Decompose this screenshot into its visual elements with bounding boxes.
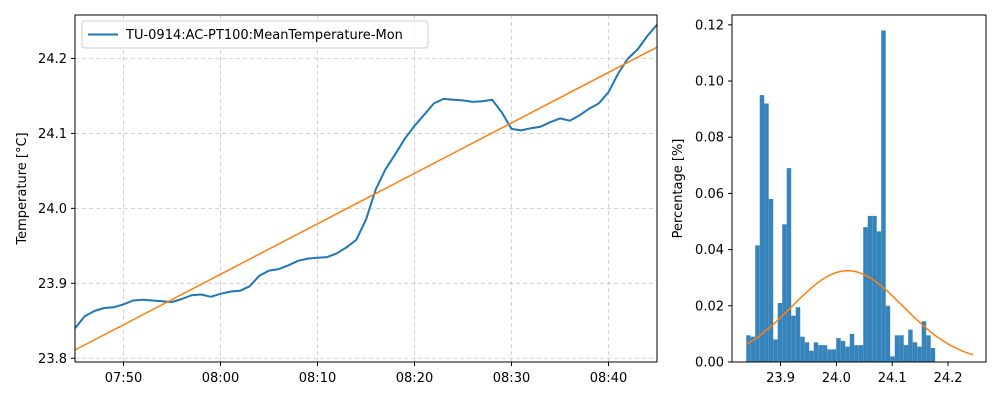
- histogram-bar: [786, 168, 792, 362]
- histogram-bar: [863, 227, 868, 362]
- left-grid: [75, 15, 657, 362]
- histogram-bar: [881, 30, 886, 362]
- left-x-tick-label: 08:00: [202, 371, 239, 386]
- right-x-tick-label: 23.9: [766, 371, 795, 386]
- right-x-tick-label: 24.1: [878, 371, 907, 386]
- histogram-bar: [768, 199, 774, 362]
- left-axes-frame: [74, 14, 658, 363]
- left-x-tick-label: 08:20: [396, 371, 433, 386]
- left-x-tick-label: 08:10: [299, 371, 336, 386]
- histogram-bar: [822, 345, 828, 362]
- histogram-bar: [818, 345, 823, 362]
- right-x-ticks: 23.9 24.0 24.1 24.2: [766, 362, 963, 386]
- left-y-tick-label: 24.0: [38, 202, 67, 217]
- histogram-bar: [791, 315, 796, 362]
- left-y-tick-label: 24.1: [38, 127, 67, 142]
- temperature-line-chart: 07:50 08:00 08:10 08:20 08:30 08:40 23.823.92…: [15, 14, 658, 386]
- histogram-bar: [921, 321, 927, 362]
- right-y-tick-label: 0.12: [695, 18, 724, 33]
- right-x-tick-label: 24.0: [822, 371, 851, 386]
- histogram-bar: [917, 346, 922, 362]
- histogram-bar: [899, 335, 904, 362]
- right-y-tick-label: 0.10: [695, 75, 724, 90]
- histogram-bar: [782, 224, 787, 362]
- histogram-bar: [849, 333, 855, 362]
- histogram-bar: [894, 335, 900, 362]
- right-y-tick-label: 0.04: [695, 243, 724, 258]
- legend: TU-0914:AC-PT100:MeanTemperature-Mon: [81, 20, 429, 49]
- left-y-tick-label: 23.8: [38, 352, 67, 367]
- histogram-bar: [759, 95, 765, 362]
- histogram-bar: [908, 329, 913, 362]
- left-x-tick-label: 07:50: [105, 371, 142, 386]
- histogram-bar: [912, 342, 918, 362]
- histogram-bar: [827, 349, 832, 362]
- histogram-bar: [840, 340, 846, 362]
- histogram-bar: [831, 349, 837, 362]
- left-x-tick-label: 08:40: [590, 371, 627, 386]
- temperature-histogram: 23.9 24.0 24.1 24.2 0.00 0.02 0.04 0.06 0.08 0.1…: [671, 14, 987, 386]
- histogram-bar: [813, 342, 819, 362]
- right-axes-frame: [731, 14, 987, 363]
- histogram-bar: [777, 303, 783, 362]
- histogram-bar: [867, 215, 873, 362]
- left-x-tick-label: 08:30: [493, 371, 530, 386]
- left-series-lines: [74, 24, 658, 351]
- histogram-bar: [755, 245, 760, 362]
- left-y-axis-label: Temperature [°C]: [15, 132, 30, 245]
- right-y-tick-label: 0.02: [695, 299, 724, 314]
- histogram-bars: [746, 30, 936, 362]
- histogram-bar: [903, 345, 909, 362]
- histogram-bar: [854, 345, 859, 362]
- left-y-tick-label: 23.9: [38, 277, 67, 292]
- right-y-axis-label: Percentage [%]: [671, 139, 686, 239]
- histogram-bar: [804, 342, 810, 362]
- histogram-bar: [800, 336, 805, 362]
- temperature-series-line: [74, 24, 658, 329]
- histogram-bar: [773, 339, 778, 362]
- histogram-bar: [746, 335, 751, 362]
- right-y-tick-label: 0.00: [695, 356, 724, 371]
- right-y-tick-label: 0.06: [695, 187, 724, 202]
- left-x-ticks: 07:50 08:00 08:10 08:20 08:30 08:40: [105, 362, 627, 386]
- histogram-bar: [930, 347, 936, 362]
- right-y-tick-label: 0.08: [695, 131, 724, 146]
- left-y-ticks: 23.8 23.9 24.0 24.1 24.2: [38, 52, 75, 367]
- histogram-bar: [795, 307, 801, 362]
- histogram-bar: [926, 335, 931, 362]
- histogram-bar: [858, 345, 864, 362]
- histogram-bar: [876, 231, 882, 362]
- right-y-ticks: 0.00 0.02 0.04 0.06 0.08 0.10 0.12: [695, 18, 732, 371]
- right-x-tick-label: 24.2: [934, 371, 963, 386]
- legend-label-temperature: TU-0914:AC-PT100:MeanTemperature-Mon: [125, 28, 403, 43]
- histogram-bar: [885, 305, 891, 362]
- histogram-bar: [764, 103, 769, 362]
- histogram-bar: [845, 346, 850, 362]
- histogram-bar: [836, 338, 841, 362]
- histogram-bar: [750, 336, 756, 362]
- fit-curve-group: [745, 269, 974, 356]
- linear-trend-line: [74, 46, 658, 351]
- left-y-tick-label: 24.2: [38, 52, 67, 67]
- gaussian-fit-curve: [745, 269, 974, 356]
- histogram-bar: [890, 356, 895, 362]
- histogram-bar: [872, 215, 877, 362]
- legend-box: [81, 20, 429, 49]
- histogram-bar: [809, 350, 814, 362]
